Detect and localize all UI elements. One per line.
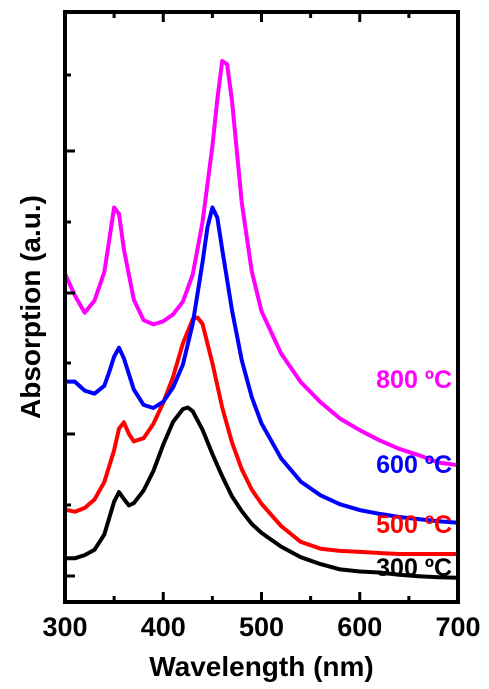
series-line-3 — [63, 59, 460, 468]
tick-layer — [63, 12, 460, 602]
x-tick-label-500: 500 — [239, 612, 284, 642]
series-layer — [63, 59, 460, 580]
series-label-300: 300 ºC — [376, 554, 452, 582]
x-tick-label-700: 700 — [435, 612, 480, 642]
series-line-2 — [63, 205, 460, 525]
x-tick-label-300: 300 — [42, 612, 87, 642]
series-line-0 — [63, 405, 460, 580]
y-axis-title: Absorption (a.u.) — [15, 195, 46, 419]
x-tick-label-400: 400 — [141, 612, 186, 642]
series-line-1 — [63, 315, 460, 556]
series-label-800: 800 ºC — [376, 366, 452, 394]
x-axis-title: Wavelength (nm) — [149, 651, 374, 682]
series-label-500: 500 ºC — [376, 511, 452, 539]
series-label-600: 600 ºC — [376, 451, 452, 479]
x-tick-label-600: 600 — [337, 612, 382, 642]
